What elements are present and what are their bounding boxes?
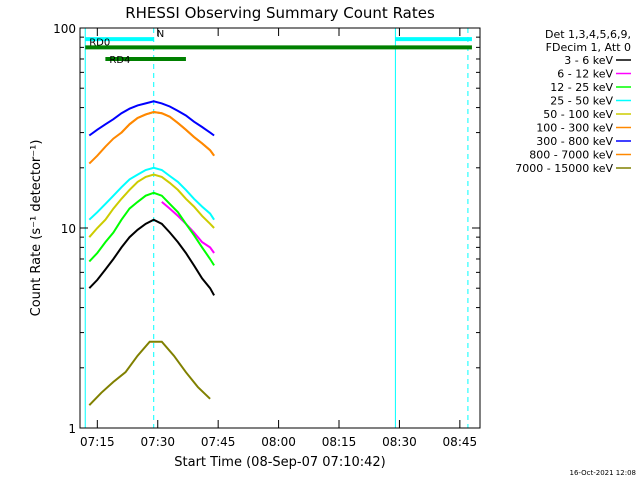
chart-title: RHESSI Observing Summary Count Rates — [125, 4, 435, 22]
x-tick-label-4: 08:00 — [261, 435, 296, 449]
y-axis-label: Count Rate (s⁻¹ detector⁻¹) — [29, 140, 44, 317]
x-tick-label-3: 07:45 — [201, 435, 236, 449]
x-tick-label-2: 07:30 — [140, 435, 175, 449]
series-line-5 — [88, 173, 215, 238]
flag-label-n: N — [157, 29, 164, 40]
series-line-1 — [88, 218, 215, 296]
series-line-4 — [88, 166, 215, 221]
legend-label-8: 800 - 7000 keV — [529, 149, 613, 162]
x-tick-label-6: 08:30 — [382, 435, 417, 449]
series-line-3 — [88, 191, 215, 266]
x-axis-label: Start Time (08-Sep-07 07:10:42) — [174, 455, 385, 470]
legend-label-3: 12 - 25 keV — [550, 81, 613, 94]
legend: Det 1,3,4,5,6,9, FDecim 1, Att 0 3 - 6 k… — [515, 28, 631, 175]
legend-label-2: 6 - 12 keV — [557, 68, 613, 81]
y-axis: 1 10 100 — [53, 22, 480, 436]
series-line-9 — [88, 340, 211, 406]
legend-label-9: 7000 - 15000 keV — [515, 162, 613, 175]
x-tick-label-1: 07:15 — [80, 435, 115, 449]
legend-label-4: 25 - 50 keV — [550, 95, 613, 108]
flag-label-rd0: RD0 — [89, 37, 110, 48]
x-axis: 07:15 07:30 07:45 08:00 08:15 08:30 08:45 — [80, 28, 477, 449]
series-line-7 — [88, 100, 215, 137]
legend-header-line-1: Det 1,3,4,5,6,9, — [545, 28, 631, 41]
series-line-8 — [88, 110, 215, 165]
legend-header-line-2: FDecim 1, Att 0 — [546, 41, 631, 54]
y-tick-label-3: 100 — [53, 22, 76, 36]
legend-label-5: 50 - 100 keV — [543, 108, 613, 121]
plot-layer: N RD0 RD4 — [84, 28, 472, 428]
x-tick-label-5: 08:15 — [322, 435, 357, 449]
flag-label-rd4: RD4 — [109, 55, 130, 66]
y-tick-label-1: 1 — [68, 422, 76, 436]
legend-label-6: 100 - 300 keV — [536, 122, 613, 135]
y-tick-label-2: 10 — [61, 222, 76, 236]
legend-label-1: 3 - 6 keV — [564, 54, 613, 67]
x-tick-label-7: 08:45 — [443, 435, 478, 449]
generated-timestamp: 16-Oct-2021 12:08 — [570, 469, 636, 477]
legend-label-7: 300 - 800 keV — [536, 135, 613, 148]
